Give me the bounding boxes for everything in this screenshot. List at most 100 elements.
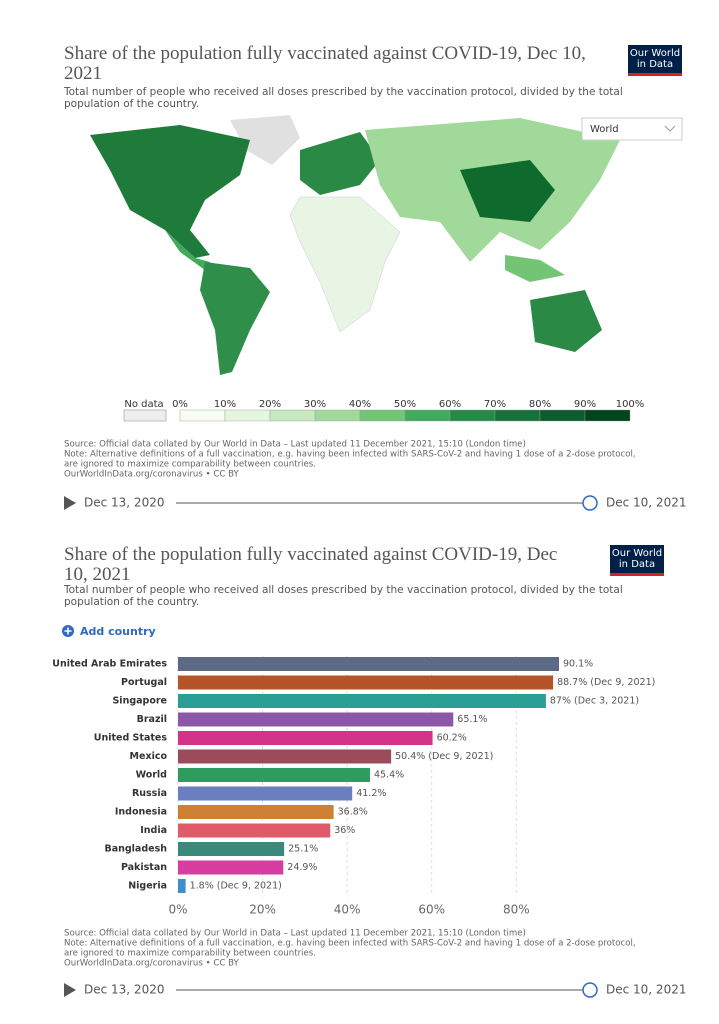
legend-tick-label: 90% <box>574 399 596 410</box>
legend-tick-label: 80% <box>529 399 551 410</box>
timeline-end: Dec 10, 2021 <box>606 496 686 510</box>
value-label: 1.8% (Dec 9, 2021) <box>190 881 282 892</box>
logo <box>610 545 664 575</box>
value-label: 45.4% <box>374 770 404 781</box>
value-label: 25.1% <box>288 844 318 855</box>
timeline-handle[interactable] <box>582 495 598 511</box>
legend-bin <box>179 409 226 422</box>
value-label: 87% (Dec 3, 2021) <box>550 696 639 707</box>
value-label: 24.9% <box>287 862 317 873</box>
category-label: Brazil <box>137 714 167 725</box>
category-label: Pakistan <box>121 862 167 873</box>
land <box>505 255 565 282</box>
logo-text: Our World <box>630 48 680 59</box>
logo-underline <box>628 73 682 76</box>
category-label: Russia <box>132 788 167 799</box>
bar <box>178 675 554 690</box>
x-tick-label: 20% <box>249 903 276 917</box>
legend-tick-label: 30% <box>304 399 326 410</box>
land <box>300 132 380 195</box>
legend-tick-label: 60% <box>439 399 461 410</box>
category-label: Nigeria <box>128 881 167 892</box>
logo-text: in Data <box>637 59 673 70</box>
logo-text: Our World <box>612 548 662 559</box>
no-data-label: No data <box>124 399 163 410</box>
category-label: United States <box>94 733 168 744</box>
world-map <box>90 115 620 375</box>
bar <box>178 823 331 838</box>
bar <box>178 805 334 819</box>
play-button[interactable] <box>64 983 76 997</box>
legend-tick-label: 50% <box>394 399 416 410</box>
category-label: Portugal <box>121 677 167 688</box>
value-label: 50.4% (Dec 9, 2021) <box>395 751 493 762</box>
bar <box>178 768 370 782</box>
bar <box>178 842 285 856</box>
source-text: Source: Official data collated by Our Wo… <box>64 929 526 939</box>
bar <box>178 860 284 875</box>
legend-bin <box>224 409 271 422</box>
legend-bin <box>314 409 361 422</box>
add-plus <box>64 627 72 635</box>
land <box>460 160 555 222</box>
source-text: OurWorldInData.org/coronavirus • CC BY <box>64 470 240 480</box>
source-text: OurWorldInData.org/coronavirus • CC BY <box>64 959 240 969</box>
value-label: 36.8% <box>338 807 368 818</box>
legend-bin <box>494 409 541 422</box>
logo <box>628 45 682 75</box>
legend-bin <box>269 409 316 422</box>
bar-title: Share of the population fully vaccinated… <box>64 544 558 585</box>
dropdown[interactable] <box>581 117 683 141</box>
value-label: 36% <box>334 825 355 836</box>
map-subtitle: Total number of people who received all … <box>64 86 623 110</box>
land <box>165 230 210 270</box>
source-text: are ignored to maximize comparability be… <box>64 460 316 470</box>
legend-tick-label: 20% <box>259 399 281 410</box>
source-text: Note: Alternative definitions of a full … <box>64 450 636 460</box>
timeline-handle[interactable] <box>582 982 598 998</box>
bar <box>178 694 546 708</box>
bar <box>178 749 392 764</box>
land <box>530 290 602 352</box>
category-label: World <box>136 770 167 781</box>
legend-bin <box>449 409 496 422</box>
legend-bin <box>404 409 451 422</box>
legend-tick-label: 10% <box>214 399 236 410</box>
source-text: Note: Alternative definitions of a full … <box>64 939 636 949</box>
category-label: India <box>140 825 167 836</box>
x-tick-label: 40% <box>334 903 361 917</box>
add-country[interactable]: Add country <box>80 625 156 638</box>
value-label: 88.7% (Dec 9, 2021) <box>557 677 655 688</box>
x-tick-label: 80% <box>503 903 530 917</box>
legend-bin <box>539 409 586 422</box>
land <box>230 115 300 165</box>
play-button[interactable] <box>64 496 76 510</box>
source-text: are ignored to maximize comparability be… <box>64 949 316 959</box>
bar <box>178 712 454 727</box>
x-tick-label: 60% <box>418 903 445 917</box>
bar <box>178 786 353 801</box>
bar <box>178 657 559 671</box>
category-label: Singapore <box>112 696 167 707</box>
legend-tick-label: 40% <box>349 399 371 410</box>
legend-tick-label: 0% <box>172 399 188 410</box>
legend-tick-label: 100% <box>616 399 645 410</box>
source-text: Source: Official data collated by Our Wo… <box>64 440 526 450</box>
category-label: United Arab Emirates <box>52 659 167 670</box>
category-label: Bangladesh <box>104 844 167 855</box>
map-title: Share of the population fully vaccinated… <box>64 43 586 84</box>
value-label: 90.1% <box>563 659 593 670</box>
logo-text: in Data <box>619 559 655 570</box>
x-tick-label: 0% <box>168 903 187 917</box>
value-label: 65.1% <box>457 714 487 725</box>
land <box>200 262 270 375</box>
timeline-start: Dec 13, 2020 <box>84 496 164 510</box>
bar-subtitle: Total number of people who received all … <box>64 584 623 608</box>
dropdown-arrow <box>664 125 676 132</box>
legend-tick-label: 70% <box>484 399 506 410</box>
legend-bin <box>359 409 406 422</box>
category-label: Indonesia <box>115 807 167 818</box>
value-label: 60.2% <box>437 733 467 744</box>
